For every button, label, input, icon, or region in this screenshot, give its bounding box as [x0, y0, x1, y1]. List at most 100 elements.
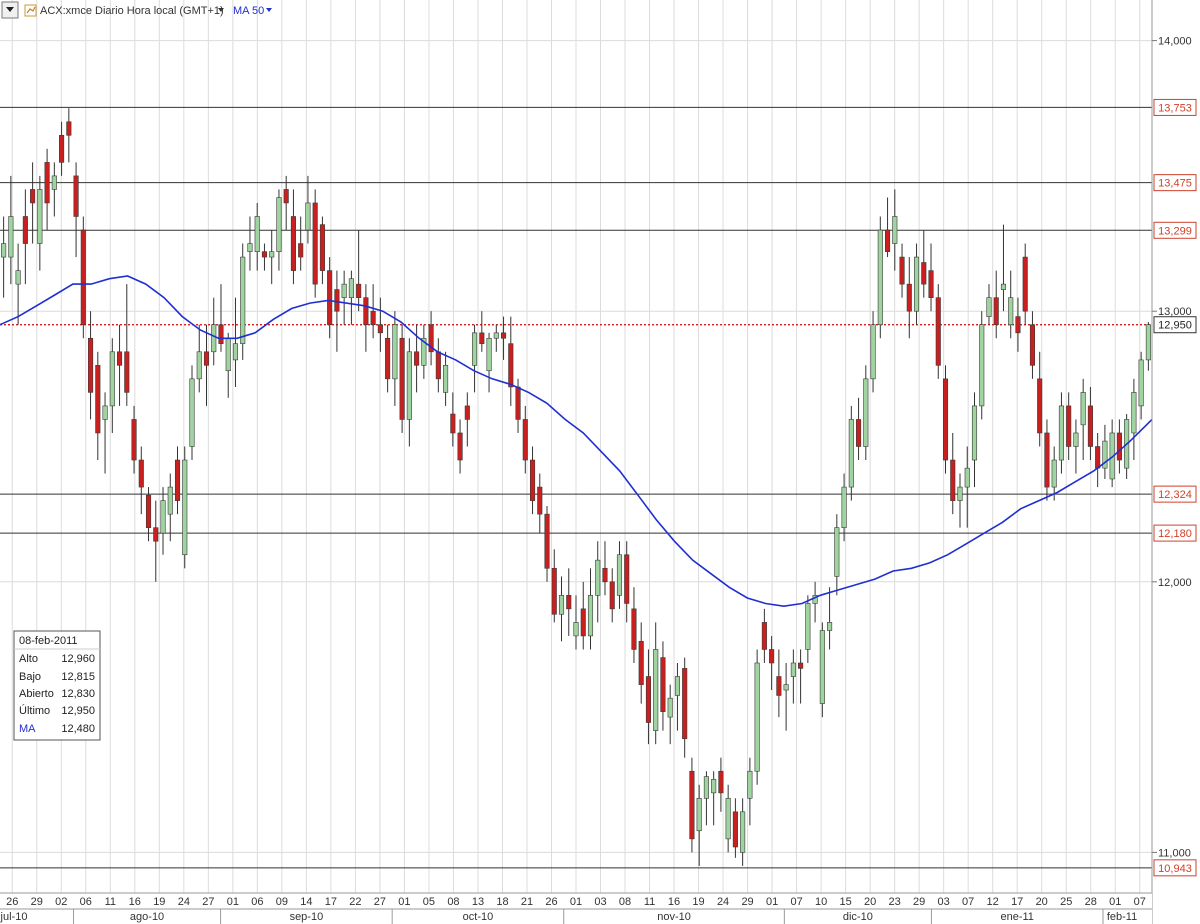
candle-body	[356, 283, 362, 298]
candle-down	[399, 324, 405, 433]
info-value-low: 12,815	[61, 671, 95, 683]
candle-down	[218, 284, 224, 352]
candle-body	[501, 332, 507, 339]
level-label: 13,299	[1158, 225, 1192, 237]
candle-body	[428, 324, 434, 353]
candle-up	[160, 487, 166, 555]
y-tick-label: 14,000	[1158, 36, 1192, 48]
level-label: 13,475	[1158, 178, 1192, 190]
candle-body	[334, 289, 340, 312]
day-tick-label: 24	[178, 896, 190, 908]
candle-body	[1102, 440, 1108, 469]
info-value-high: 12,960	[61, 653, 95, 665]
candle-body	[1029, 324, 1035, 366]
candle-up	[1131, 378, 1137, 461]
candle-up	[15, 243, 21, 325]
candle-down	[370, 284, 376, 339]
candle-down	[312, 189, 318, 298]
candle-body	[515, 386, 521, 420]
day-tick-label: 08	[619, 896, 631, 908]
candle-body	[885, 229, 891, 252]
candle-body	[1145, 324, 1151, 361]
candle-up	[109, 338, 115, 433]
candle-down	[1066, 392, 1072, 461]
candle-down	[529, 446, 536, 515]
candle-body	[754, 662, 760, 772]
candle-down	[537, 473, 543, 534]
level-label: 12,324	[1158, 489, 1192, 501]
level-label-box	[1153, 485, 1197, 503]
candle-body	[414, 351, 420, 366]
price-axis-labels: 14,000 13,000 12,000 11,000 13,753 13,475 13,2…	[1152, 36, 1197, 877]
day-tick-label: 07	[962, 896, 974, 908]
candle-down	[993, 270, 999, 339]
month-tick-label: ene-11	[1000, 911, 1033, 923]
candle-down	[117, 324, 123, 406]
candle-down	[551, 549, 557, 623]
candle-up	[189, 365, 195, 461]
candle-body	[979, 324, 985, 407]
day-tick-label: 15	[839, 896, 851, 908]
candle-body	[15, 270, 21, 285]
candle-up	[964, 446, 970, 528]
candle-body	[385, 337, 391, 380]
y-tick-label: 13,000	[1158, 306, 1192, 318]
candle-body	[834, 527, 840, 577]
last-price-label: 12,950	[1158, 320, 1192, 332]
candle-body	[689, 770, 695, 840]
level-label: 10,943	[1158, 863, 1192, 875]
candle-body	[653, 649, 659, 731]
day-tick-label: 16	[668, 896, 680, 908]
candle-body	[906, 283, 912, 312]
candle-body	[964, 467, 970, 488]
candle-body	[790, 662, 796, 677]
candle-down	[95, 351, 101, 461]
candle-up	[1138, 351, 1144, 420]
candle-down	[334, 270, 340, 352]
level-label-box	[1153, 524, 1197, 542]
candle-body	[638, 641, 644, 685]
candle-down	[131, 405, 137, 474]
indicator-dropdown-icon[interactable]	[266, 8, 272, 12]
candle-body	[595, 559, 601, 596]
candle-body	[145, 494, 152, 528]
candle-body	[624, 554, 630, 604]
day-tick-label: 01	[227, 896, 239, 908]
candle-up	[406, 338, 412, 447]
candle-up	[979, 311, 985, 420]
candle-body	[508, 343, 514, 388]
candle-down	[80, 216, 86, 339]
candle-up	[1051, 446, 1057, 501]
candle-body	[269, 251, 275, 258]
candle-up	[870, 311, 876, 393]
candle-down	[73, 162, 79, 258]
candle-body	[805, 603, 811, 650]
candle-body	[783, 684, 789, 691]
candle-down	[145, 487, 152, 542]
candle-body	[877, 229, 883, 326]
candle-down	[1037, 351, 1043, 447]
candle-down	[942, 365, 949, 474]
info-label-ma: MA	[19, 723, 36, 735]
candle-up	[37, 175, 43, 271]
candle-up	[740, 798, 746, 866]
candle-up	[348, 270, 354, 325]
candle-body	[203, 351, 210, 366]
candle-down	[203, 324, 210, 406]
candle-body	[479, 332, 485, 344]
candle-up	[834, 514, 840, 596]
title-dropdown-icon[interactable]	[218, 8, 224, 12]
candle-body	[986, 297, 992, 317]
day-tick-label: 06	[80, 896, 92, 908]
candle-body	[537, 486, 543, 515]
indicator-label[interactable]: MA 50	[233, 5, 264, 17]
candle-body	[732, 811, 738, 848]
candle-body	[283, 189, 289, 204]
level-label-box	[1153, 221, 1197, 239]
candle-down	[609, 568, 615, 623]
candle-body	[305, 202, 311, 231]
candle-body	[88, 337, 94, 393]
candle-body	[566, 595, 572, 610]
candle-down	[298, 216, 304, 271]
